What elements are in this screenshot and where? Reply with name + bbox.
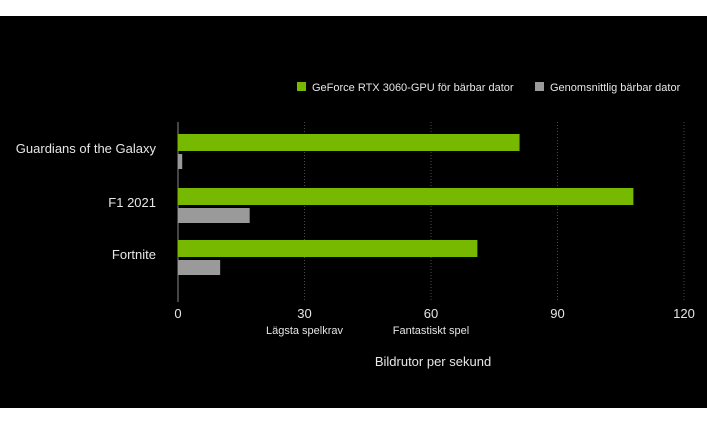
bar-avg-0 [178, 154, 183, 169]
annotation-label-1: Fantastiskt spel [393, 325, 469, 337]
legend: GeForce RTX 3060-GPU för bärbar dator Gen… [297, 82, 681, 94]
x-tick-label-60: 60 [424, 306, 438, 321]
legend-swatch-1 [535, 82, 544, 91]
x-tick-label-30: 30 [297, 306, 311, 321]
annotation-label-0: Lägsta spelkrav [266, 325, 344, 337]
category-label-2: Fortnite [112, 247, 156, 262]
category-label-0: Guardians of the Galaxy [16, 141, 157, 156]
category-label-1: F1 2021 [108, 195, 156, 210]
x-tick-label-90: 90 [550, 306, 564, 321]
fps-bar-chart: 0 30 60 90 120 Lägsta spelkrav Fantastiskt spe… [16, 82, 695, 369]
x-axis-title: Bildrutor per sekund [375, 354, 491, 369]
bar-gpu-0 [178, 134, 520, 151]
x-tick-label-0: 0 [174, 306, 181, 321]
bars [178, 134, 634, 275]
labels: 0 30 60 90 120 Lägsta spelkrav Fantastiskt spe… [16, 141, 695, 369]
x-tick-label-120: 120 [673, 306, 695, 321]
bar-avg-1 [178, 208, 250, 223]
bar-gpu-2 [178, 240, 478, 257]
bar-gpu-1 [178, 188, 634, 205]
legend-label-0: GeForce RTX 3060-GPU för bärbar dator [312, 82, 514, 94]
legend-label-1: Genomsnittlig bärbar dator [550, 82, 681, 94]
bar-avg-2 [178, 260, 221, 275]
chart-panel: 0 30 60 90 120 Lägsta spelkrav Fantastiskt spe… [0, 16, 707, 408]
legend-swatch-0 [297, 82, 306, 91]
